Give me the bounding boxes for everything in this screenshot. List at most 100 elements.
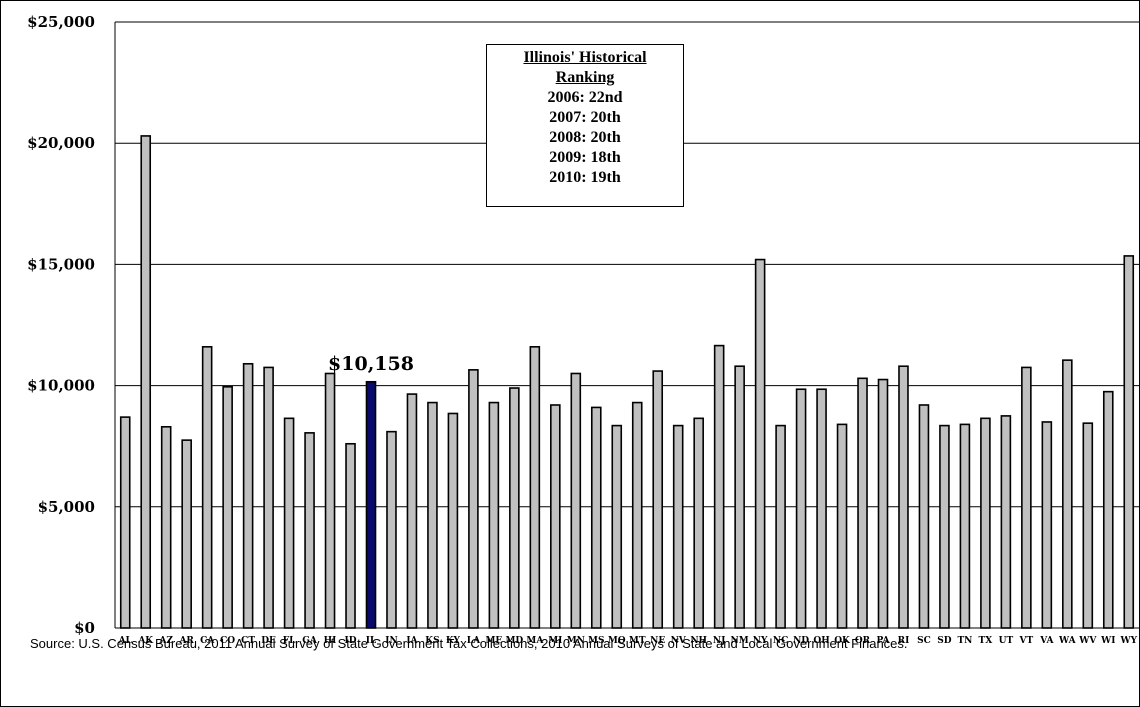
x-tick-label: ID <box>345 636 357 646</box>
bar-nj <box>713 344 725 629</box>
bar-ct <box>242 362 254 629</box>
bar-or <box>857 377 868 629</box>
x-tick-label: CT <box>241 636 255 646</box>
bar-az <box>160 426 172 629</box>
x-tick-label: MI <box>548 636 562 646</box>
x-tick-label: AZ <box>158 636 173 646</box>
y-tick-label: $0 <box>74 619 95 637</box>
ranking-row: 2006: 22nd <box>547 89 623 106</box>
bar-ne <box>652 370 664 629</box>
bar-nh <box>693 417 704 629</box>
x-tick-label: LA <box>467 636 481 646</box>
bar-co <box>222 386 233 629</box>
bar-wy <box>1123 255 1135 629</box>
bar-ma <box>529 346 541 629</box>
ranking-row: 2008: 20th <box>549 129 621 146</box>
x-tick-label: CO <box>220 636 235 646</box>
bar-ak <box>140 135 152 629</box>
bar-mn <box>570 372 582 629</box>
x-tick-label: NV <box>671 636 687 646</box>
x-tick-label: AK <box>137 636 154 646</box>
y-axis-tick-labels: $0 $5,000 $10,000 $15,000 $20,000 $25,000 <box>27 13 95 637</box>
x-tick-label: AR <box>178 636 194 646</box>
x-tick-label: NE <box>650 636 665 646</box>
x-tick-label: KY <box>446 636 461 646</box>
bar-ky <box>447 412 459 629</box>
axes <box>114 22 1139 629</box>
x-tick-label: OH <box>813 636 830 646</box>
x-tick-label: UT <box>999 636 1014 646</box>
bar-ia <box>406 393 418 629</box>
x-tick-label: MD <box>505 636 523 646</box>
bar-nd <box>795 388 807 629</box>
x-tick-label: DE <box>261 636 276 646</box>
bar-mo <box>611 424 623 629</box>
bar-tn <box>959 423 971 629</box>
ranking-row: 2010: 19th <box>549 169 621 186</box>
bar-fl <box>283 417 295 629</box>
highlight-data-label: $10,158 <box>328 353 414 375</box>
bar-wv <box>1082 422 1094 629</box>
x-tick-label: ND <box>793 636 809 646</box>
x-tick-label: KS <box>425 636 439 646</box>
x-tick-label: WI <box>1100 636 1115 646</box>
bar-va <box>1041 421 1053 629</box>
x-tick-label: SD <box>937 636 951 646</box>
bar-wa <box>1062 359 1073 629</box>
bar-ms <box>590 406 602 629</box>
x-tick-label: MA <box>526 636 544 646</box>
bar-sc <box>918 404 930 629</box>
bar-la <box>468 369 479 629</box>
bar-tx <box>980 417 991 629</box>
bar-vt <box>1021 366 1032 629</box>
x-tick-label: IA <box>406 636 418 646</box>
bar-al <box>119 416 131 629</box>
x-tick-label: VT <box>1019 636 1034 646</box>
bar-in <box>386 430 397 629</box>
bar-me <box>488 401 500 629</box>
x-tick-label: TN <box>957 636 972 646</box>
ranking-box: Illinois' Historical Ranking 2006: 22nd … <box>486 44 684 207</box>
bar-nm <box>734 365 745 629</box>
bar-ca <box>201 346 213 629</box>
bar-ny <box>754 258 766 629</box>
x-tick-label: CA <box>200 636 215 646</box>
x-tick-label: NC <box>773 636 788 646</box>
x-tick-label: MS <box>588 636 604 646</box>
x-tick-label: OK <box>834 636 851 646</box>
y-tick-label: $10,000 <box>27 377 95 395</box>
x-tick-label: NY <box>753 636 768 646</box>
x-tick-label: MN <box>567 636 585 646</box>
y-tick-label: $5,000 <box>38 498 95 516</box>
x-tick-label: OR <box>855 636 871 646</box>
bar-wi <box>1102 390 1114 629</box>
x-tick-label: PA <box>876 636 890 646</box>
ranking-row: 2009: 18th <box>549 149 621 166</box>
bar-de <box>263 366 274 629</box>
bars <box>119 135 1135 629</box>
y-tick-label: $25,000 <box>27 13 95 31</box>
x-tick-label: TX <box>979 636 993 646</box>
x-tick-label: IN <box>385 636 397 646</box>
bar-ar <box>181 439 192 629</box>
ranking-title-line2: Ranking <box>555 69 615 86</box>
bar-mi <box>550 404 561 629</box>
x-tick-label: FL <box>283 636 296 646</box>
x-tick-label: ME <box>485 636 502 646</box>
x-axis-tick-labels: AL AK AZ AR CA CO CT DE FL GA HI ID IL IN IA KS KY LA ME MD… <box>118 636 1138 646</box>
bar-ut <box>1000 415 1012 629</box>
y-tick-label: $20,000 <box>27 134 95 152</box>
x-tick-label: WY <box>1119 636 1137 646</box>
bar-nc <box>775 424 786 629</box>
bar-id <box>345 442 356 629</box>
x-tick-label: RI <box>898 636 910 646</box>
x-tick-label: MT <box>629 636 646 646</box>
source-note: Source: U.S. Census Bureau, 2011 Annual … <box>30 636 908 651</box>
bar-oh <box>816 388 827 629</box>
x-tick-label: MO <box>608 636 626 646</box>
x-tick-label: IL <box>366 636 377 646</box>
x-tick-label: NH <box>690 636 707 646</box>
x-tick-label: VA <box>1039 636 1054 646</box>
bar-nv <box>672 424 684 629</box>
